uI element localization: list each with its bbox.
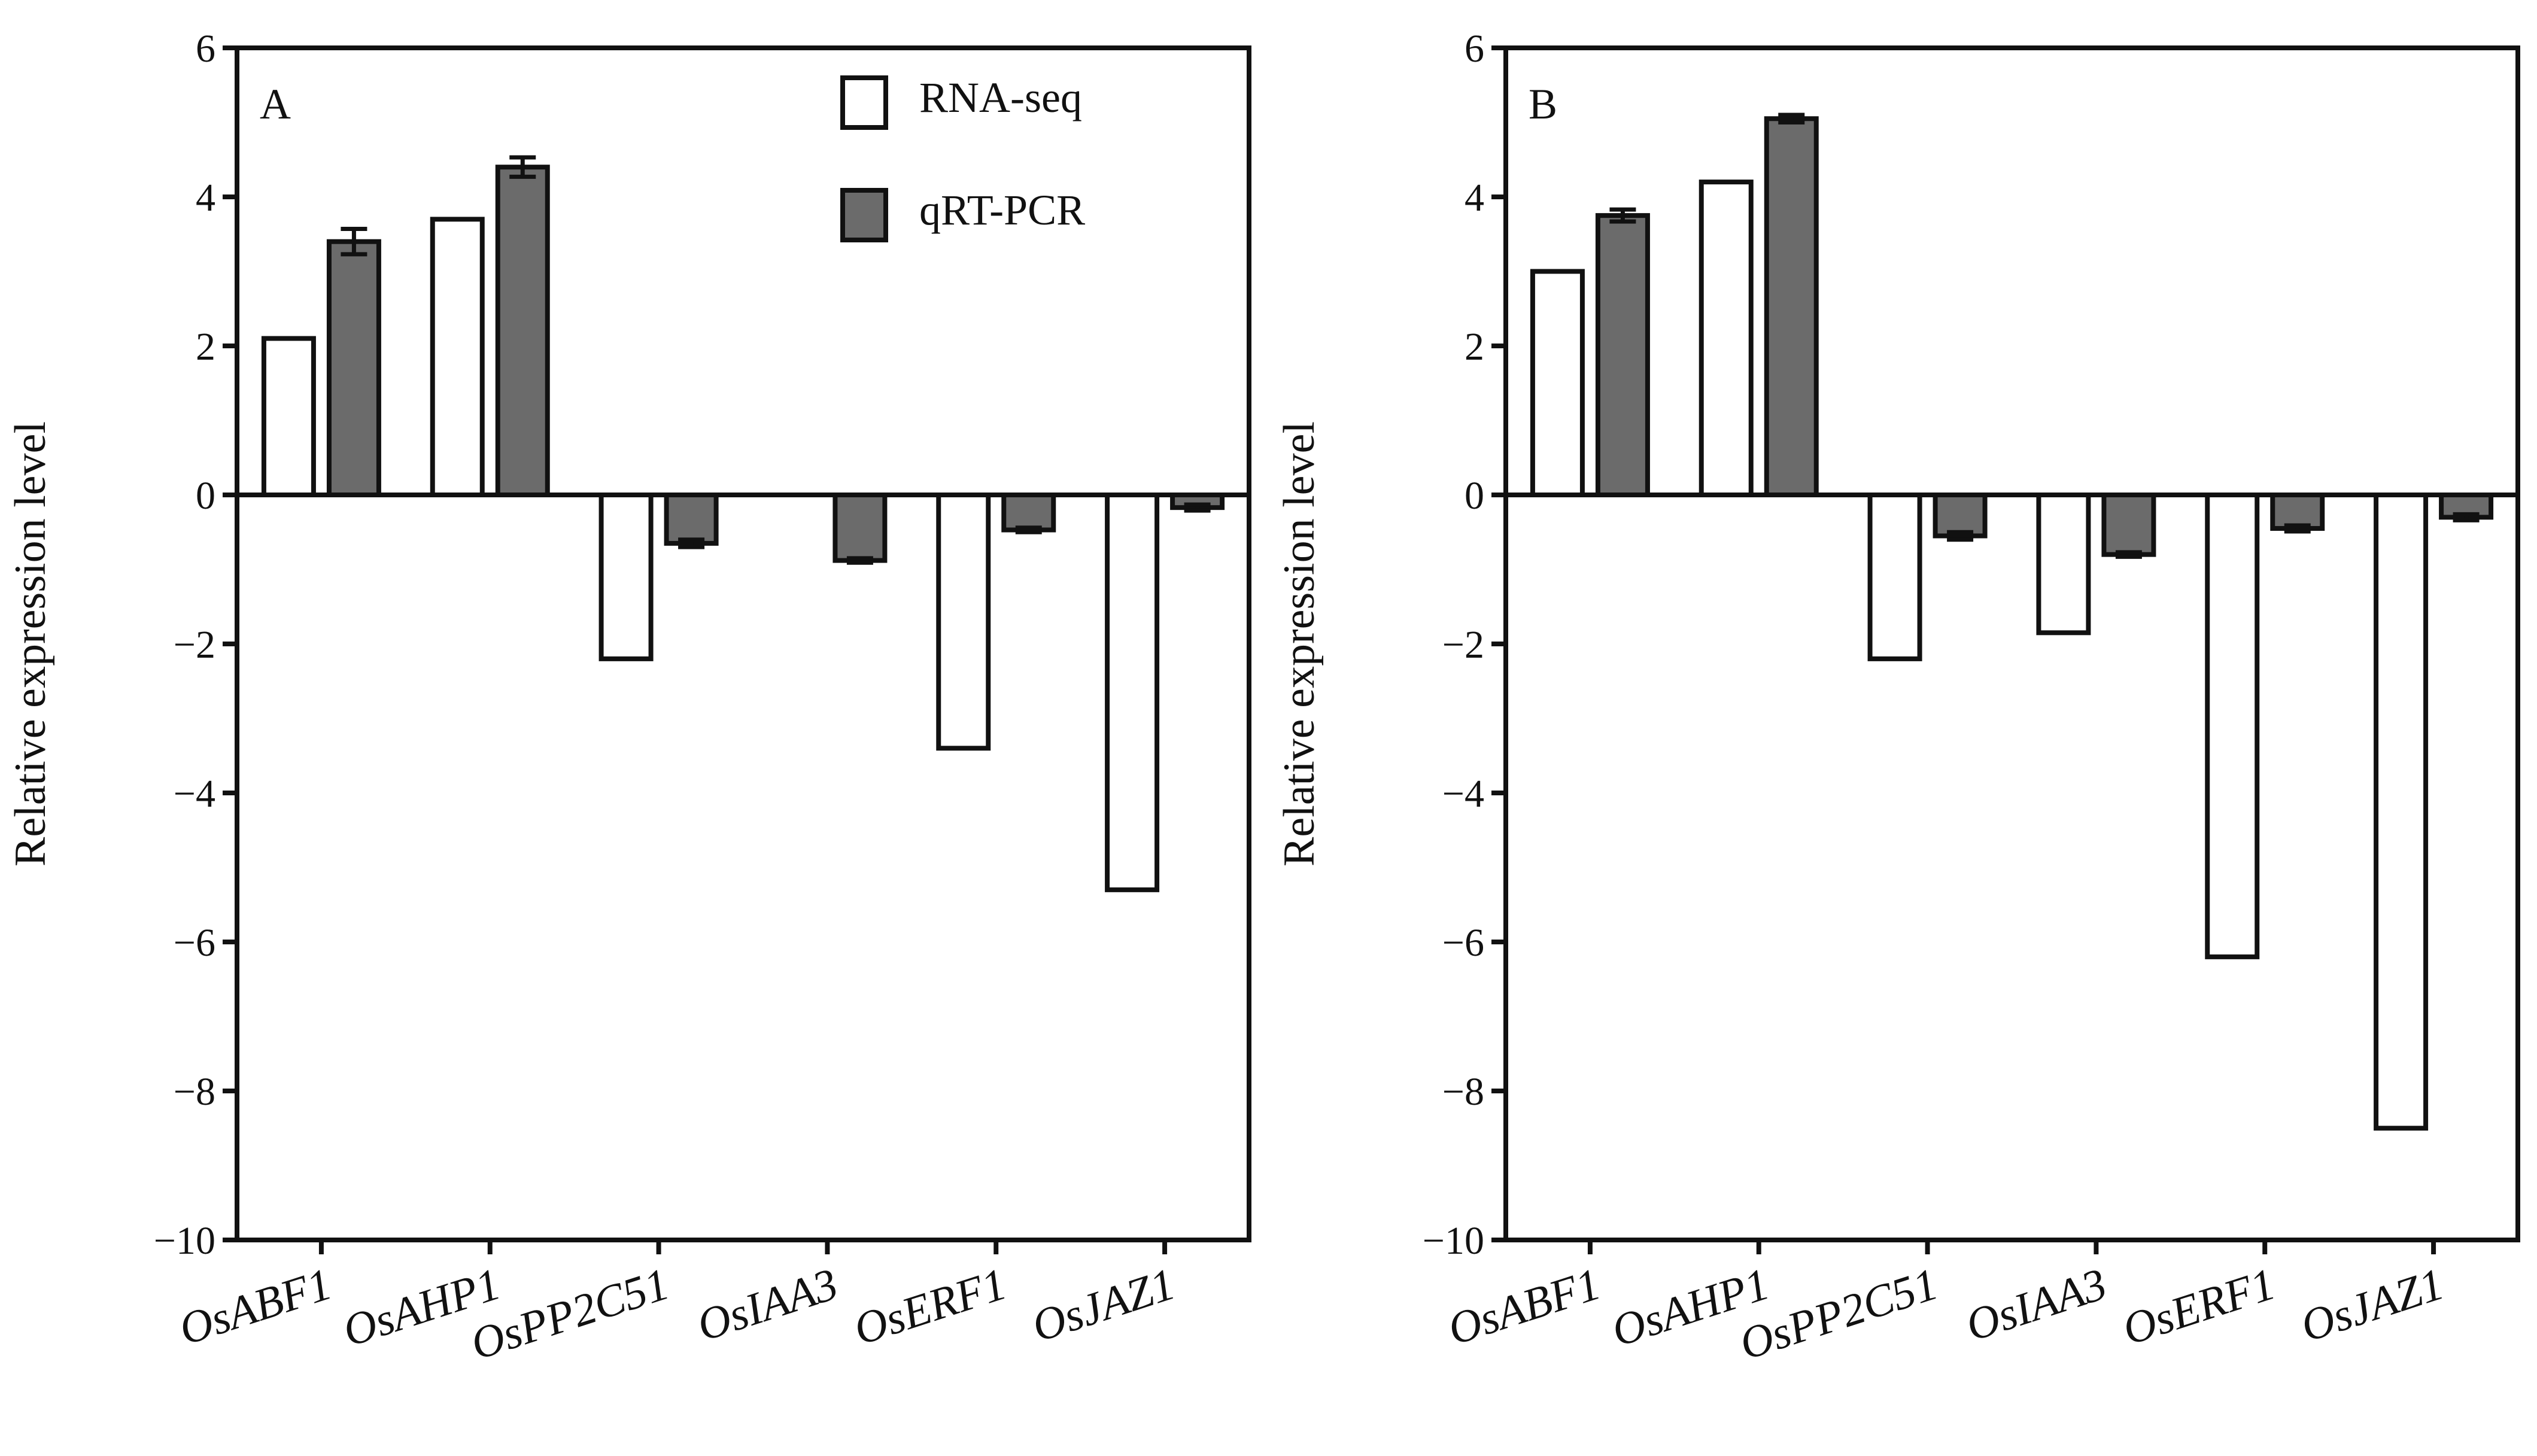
plot-frame xyxy=(1503,45,2520,1242)
y-tick-label: 4 xyxy=(1465,176,1484,220)
y-tick-label: −8 xyxy=(174,1070,215,1114)
panel-label: B xyxy=(1529,80,1557,128)
bar-rna-seq xyxy=(2205,493,2260,959)
panel-a-chart: 6 4 2 0 −2 −4 −6 −8 −10 Relative expression level… xyxy=(6,27,1251,1370)
bar-rna-seq xyxy=(1530,269,1585,497)
category-label: OsIAA3 xyxy=(1960,1259,2113,1351)
bar-qrt-pcr xyxy=(326,239,381,497)
y-axis-title: Relative expression level xyxy=(1275,421,1324,867)
bar-qrt-pcr xyxy=(495,165,550,497)
y-axis-title: Relative expression level xyxy=(6,421,55,867)
bar-qrt-pcr xyxy=(2101,493,2156,557)
y-tick-label: −10 xyxy=(154,1219,215,1263)
y-tick-label: −4 xyxy=(1442,772,1484,816)
bar-qrt-pcr xyxy=(1764,116,1819,497)
y-tick-label: 4 xyxy=(196,176,215,220)
bar-qrt-pcr xyxy=(832,493,888,563)
category-label: OsPP2C51 xyxy=(465,1259,675,1370)
legend-label: qRT-PCR xyxy=(919,186,1085,234)
category-label: OsJAZ1 xyxy=(2295,1259,2450,1352)
y-tick-label: 0 xyxy=(196,474,215,518)
panel-b-chart: 6 4 2 0 −2 −4 −6 −8 −10 Relative expression level… xyxy=(1275,27,2520,1370)
bar-rna-seq xyxy=(2374,493,2429,1131)
category-label: OsABF1 xyxy=(1442,1259,1606,1355)
category-label: OsERF1 xyxy=(848,1259,1013,1355)
bar-rna-seq xyxy=(936,493,991,751)
y-tick-label: 2 xyxy=(196,325,215,369)
bar-rna-seq xyxy=(598,493,654,661)
legend-label: RNA-seq xyxy=(919,74,1082,121)
plot-frame xyxy=(235,45,1251,1242)
bar-qrt-pcr xyxy=(1933,493,1988,539)
bar-qrt-pcr xyxy=(1595,213,1650,497)
legend-swatch xyxy=(840,188,888,242)
y-tick-label: 6 xyxy=(196,27,215,71)
y-tick-label: −8 xyxy=(1442,1070,1484,1114)
category-label: OsJAZ1 xyxy=(1026,1259,1181,1352)
y-tick-label: 0 xyxy=(1465,474,1484,518)
bar-qrt-pcr xyxy=(1001,493,1056,533)
y-tick-label: 2 xyxy=(1465,325,1484,369)
bar-rna-seq xyxy=(430,217,485,497)
y-tick-label: −4 xyxy=(174,772,215,816)
bar-rna-seq xyxy=(1105,493,1160,892)
y-tick-label: −10 xyxy=(1423,1219,1484,1263)
panel-label: A xyxy=(260,80,291,128)
bar-rna-seq xyxy=(1867,493,1922,661)
category-label: OsABF1 xyxy=(173,1259,338,1355)
category-label: OsIAA3 xyxy=(691,1259,844,1351)
bar-qrt-pcr xyxy=(664,493,719,546)
category-label: OsERF1 xyxy=(2117,1259,2281,1355)
legend-swatch xyxy=(840,75,888,130)
y-tick-label: −2 xyxy=(174,623,215,667)
y-tick-label: −2 xyxy=(1442,623,1484,667)
y-tick-label: −6 xyxy=(174,921,215,965)
bar-rna-seq xyxy=(1699,180,1754,498)
category-label: OsPP2C51 xyxy=(1734,1259,1944,1370)
bar-rna-seq xyxy=(261,336,316,497)
y-tick-label: 6 xyxy=(1465,27,1484,71)
bar-rna-seq xyxy=(2036,493,2091,636)
y-tick-label: −6 xyxy=(1442,921,1484,965)
